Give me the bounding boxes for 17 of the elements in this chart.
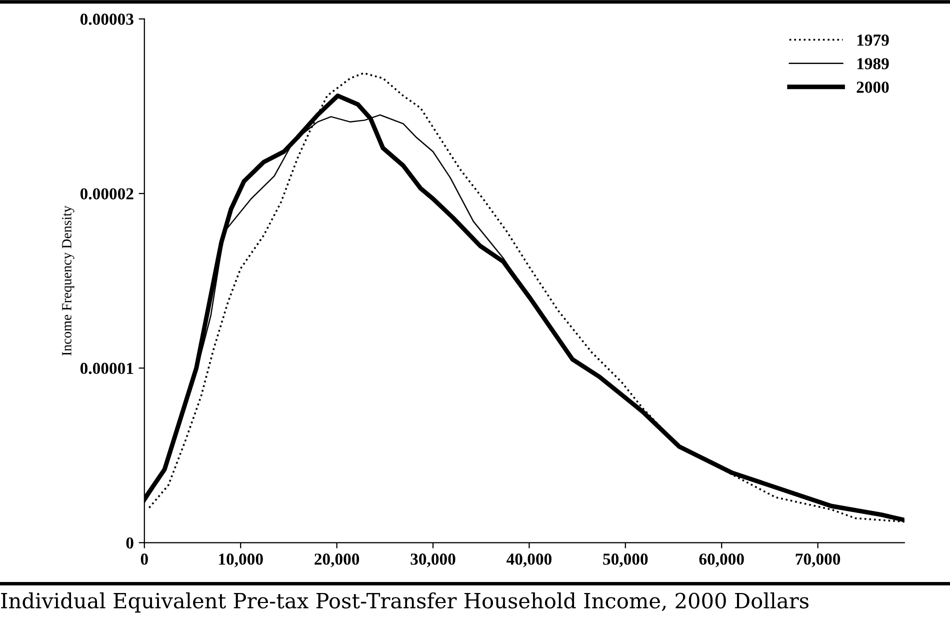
y-tick-label: 0.00003 xyxy=(80,14,134,25)
legend-label: 1979 xyxy=(857,34,889,46)
x-tick-label: 60,000 xyxy=(699,554,744,568)
x-tick-label: 40,000 xyxy=(506,554,552,568)
x-tick-label: 10,000 xyxy=(219,554,263,568)
y-tick-label: 0 xyxy=(126,537,134,549)
x-tick-label: 70,000 xyxy=(796,554,840,568)
legend-label: 1989 xyxy=(857,58,889,70)
legend-label: 2000 xyxy=(856,82,889,93)
x-tick-label: 50,000 xyxy=(603,554,648,568)
y-tick-label: 0.00001 xyxy=(80,362,134,374)
y-tick-label: 0.00002 xyxy=(80,188,134,200)
y-axis-title: Income Frequency Density xyxy=(62,206,74,356)
x-tick-label: 30,000 xyxy=(410,554,456,568)
x-tick-label: 0 xyxy=(140,554,148,565)
x-tick-label: 20,000 xyxy=(314,554,360,568)
x-axis-title: Individual Equivalent Pre-tax Post-Transfer Household Income, 2000 Dollars xyxy=(1,592,808,613)
